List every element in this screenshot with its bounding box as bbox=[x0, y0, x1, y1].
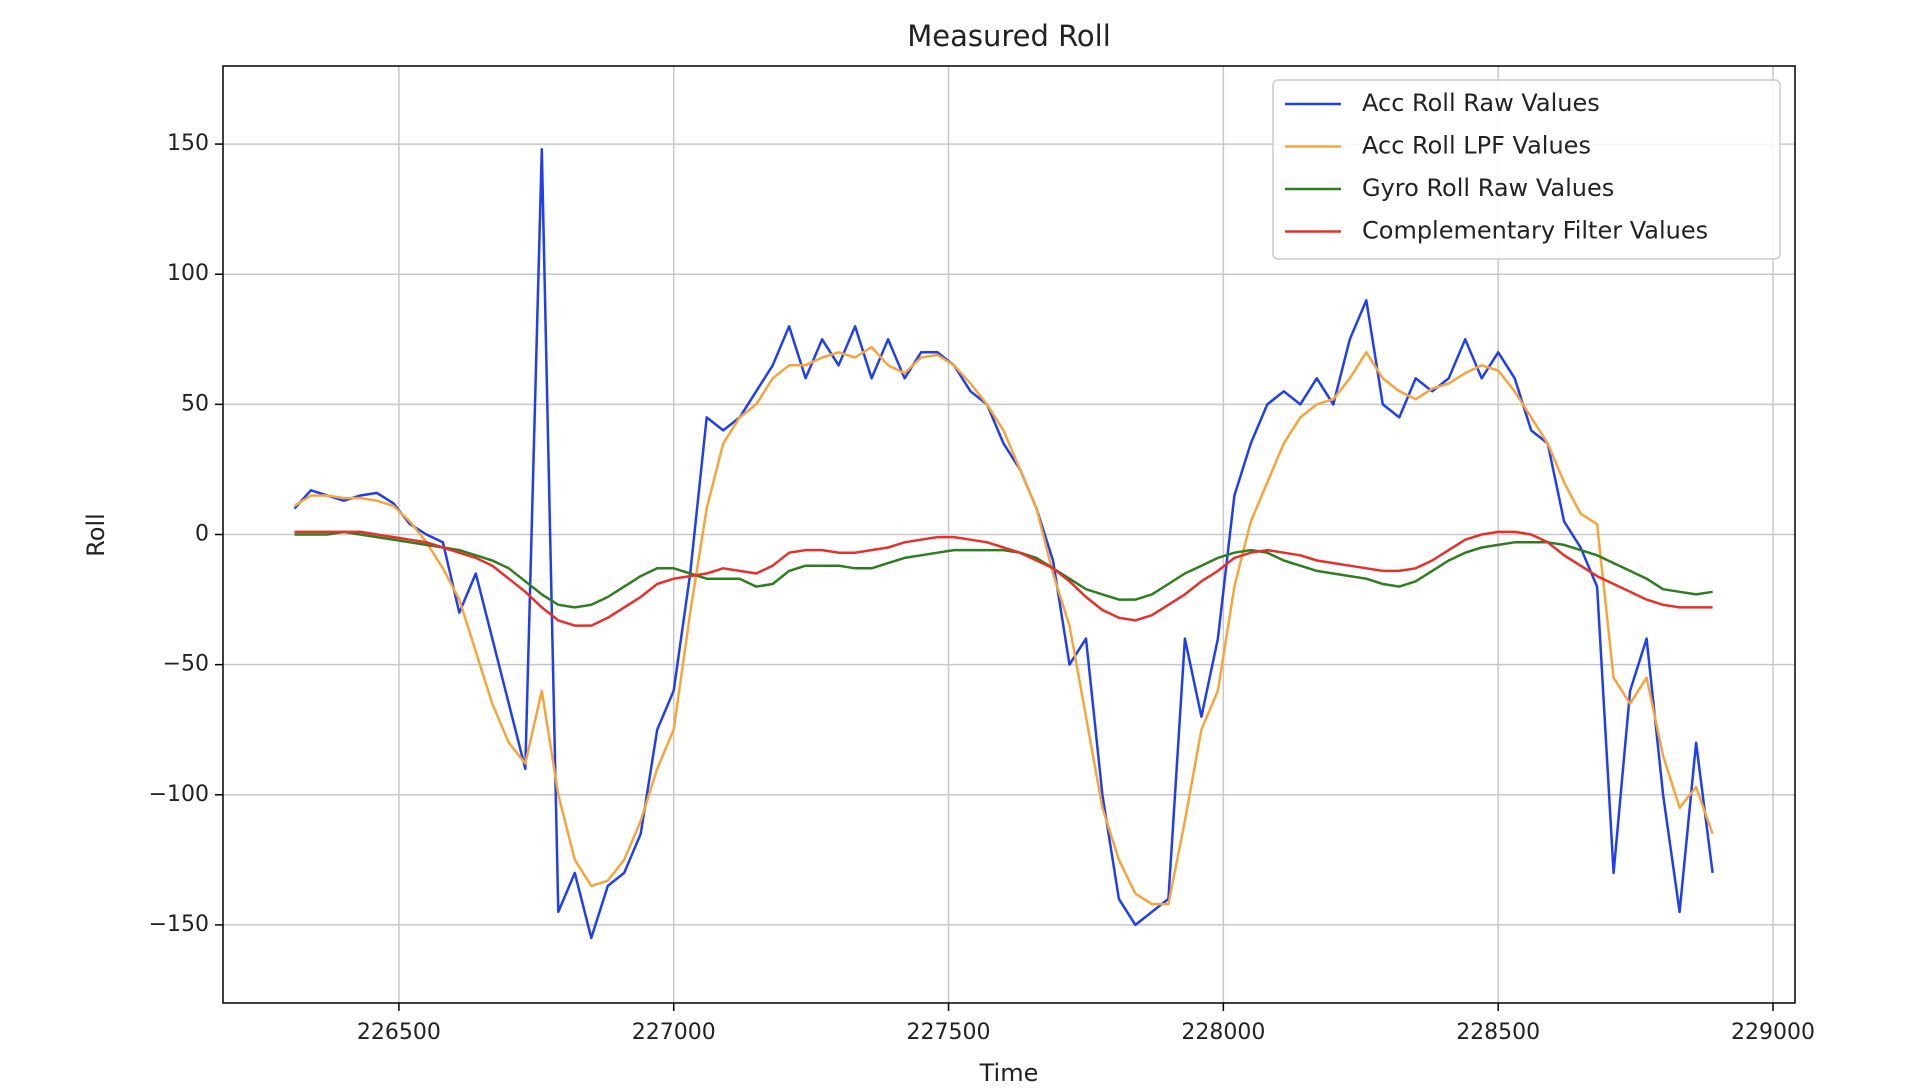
legend-label: Complementary Filter Values bbox=[1362, 217, 1708, 245]
x-tick-label: 229000 bbox=[1731, 1020, 1815, 1045]
series-line bbox=[294, 530, 1713, 627]
x-tick-label: 228500 bbox=[1456, 1020, 1540, 1045]
legend-label: Gyro Roll Raw Values bbox=[1362, 174, 1614, 202]
y-tick-label: 100 bbox=[167, 261, 209, 286]
y-axis-label: Roll bbox=[82, 513, 110, 557]
legend-label: Acc Roll Raw Values bbox=[1362, 89, 1600, 117]
x-axis-label: Time bbox=[979, 1059, 1039, 1087]
y-tick-label: −50 bbox=[163, 652, 209, 677]
plot-frame bbox=[222, 65, 1796, 1004]
x-tick-label: 226500 bbox=[357, 1020, 441, 1045]
y-tick-label: −100 bbox=[149, 782, 209, 807]
chart-title: Measured Roll bbox=[907, 19, 1111, 53]
x-tick-label: 227000 bbox=[632, 1020, 716, 1045]
legend-box bbox=[1272, 79, 1781, 260]
y-tick-label: 50 bbox=[181, 391, 209, 416]
series-line bbox=[293, 148, 1714, 940]
y-tick-label: 150 bbox=[167, 131, 209, 156]
y-tick-label: −150 bbox=[149, 912, 209, 937]
x-tick-label: 227500 bbox=[907, 1020, 991, 1045]
series-line bbox=[293, 345, 1714, 906]
legend-label: Acc Roll LPF Values bbox=[1362, 132, 1591, 160]
y-tick-label: 0 bbox=[195, 522, 209, 547]
x-tick-label: 228000 bbox=[1181, 1020, 1265, 1045]
series-line bbox=[294, 530, 1713, 609]
